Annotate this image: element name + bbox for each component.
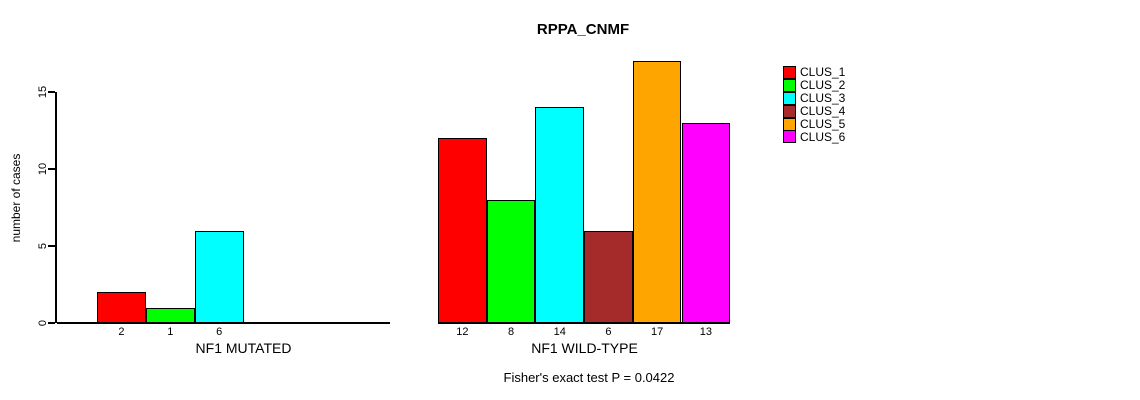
- legend-label: CLUS_3: [800, 91, 846, 106]
- y-axis-tick-label: 0: [37, 319, 49, 327]
- bar-value-label: 1: [167, 326, 174, 338]
- legend-label: CLUS_6: [800, 129, 846, 144]
- legend-item: CLUS_4: [783, 104, 846, 119]
- y-axis-tick: [48, 245, 56, 247]
- bar-value-label: 12: [456, 326, 469, 338]
- legend-swatch-clus_3: [783, 91, 796, 105]
- bar-clus_6: [681, 122, 731, 323]
- legend-item: CLUS_5: [783, 117, 846, 131]
- y-axis-tick: [48, 168, 56, 170]
- bar-value-label: 6: [605, 326, 612, 338]
- bar-value-label: 13: [699, 326, 712, 338]
- legend-label: CLUS_1: [800, 65, 846, 80]
- legend-item: CLUS_1: [783, 65, 846, 80]
- legend-item: CLUS_3: [783, 91, 846, 106]
- bar-clus_5: [632, 61, 682, 323]
- y-axis-tick-label: 5: [37, 242, 49, 250]
- bar-clus_4: [584, 230, 633, 323]
- legend-item: CLUS_6: [783, 129, 846, 144]
- fisher-test-annotation: Fisher's exact test P = 0.0422: [503, 370, 675, 385]
- legend: CLUS_1 CLUS_2 CLUS_3 CLUS_4 CLUS_5 CLUS_6: [783, 65, 846, 144]
- bar-value-label: 17: [651, 326, 664, 338]
- bar-value-label: 14: [553, 326, 566, 338]
- y-axis-label: number of cases: [9, 153, 23, 243]
- legend-swatch-clus_5: [783, 117, 796, 131]
- group-label-nf1-mutated: NF1 MUTATED: [195, 340, 292, 356]
- chart-title: RPPA_CNMF: [536, 21, 630, 38]
- legend-swatch-clus_6: [783, 130, 796, 144]
- bar-clus_1: [438, 138, 487, 323]
- y-axis-tick: [48, 91, 56, 93]
- x-axis-baseline: [438, 322, 731, 324]
- bar-clus_3: [194, 230, 244, 323]
- legend-label: CLUS_5: [800, 117, 846, 131]
- x-axis-baseline: [57, 322, 391, 324]
- legend-label: CLUS_4: [800, 104, 846, 119]
- bar-value-label: 6: [216, 326, 223, 338]
- y-axis-line: [55, 92, 57, 323]
- bar-clus_2: [145, 307, 195, 323]
- legend-item: CLUS_2: [783, 78, 846, 93]
- bar-clus_1: [97, 292, 146, 323]
- group-label-nf1-wild-type: NF1 WILD-TYPE: [531, 340, 638, 356]
- bar-value-label: 2: [118, 326, 125, 338]
- bar-value-label: 8: [507, 326, 515, 338]
- bar-clus_3: [535, 107, 585, 323]
- legend-label: CLUS_2: [800, 78, 846, 93]
- legend-swatch-clus_2: [783, 78, 796, 92]
- legend-swatch-clus_4: [783, 104, 796, 118]
- bar-clus_2: [486, 199, 536, 323]
- y-axis-tick-label: 10: [37, 162, 49, 176]
- y-axis-tick-label: 15: [37, 85, 49, 99]
- legend-swatch-clus_1: [783, 65, 796, 79]
- y-axis-tick: [48, 322, 56, 324]
